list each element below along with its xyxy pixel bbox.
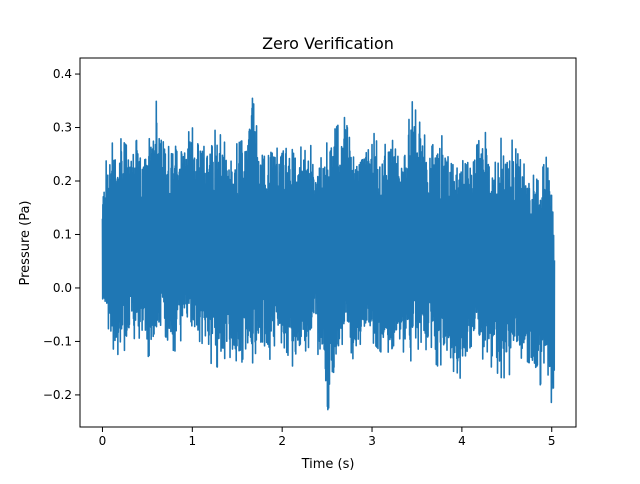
y-axis-label: Pressure (Pa) <box>18 200 33 285</box>
x-axis-label: Time (s) <box>301 457 355 472</box>
y-tick-label: 0.3 <box>53 121 72 135</box>
chart-title: Zero Verification <box>262 34 394 53</box>
series-line <box>101 97 556 411</box>
y-tick-label: −0.2 <box>43 388 72 402</box>
x-tick-label: 4 <box>458 434 466 448</box>
y-tick-label: 0.0 <box>53 281 72 295</box>
x-tick-label: 2 <box>278 434 286 448</box>
axes-frame <box>79 57 577 428</box>
plot-layer <box>101 97 556 411</box>
y-tick-label: 0.1 <box>53 227 72 241</box>
y-tick-label: −0.1 <box>43 334 72 348</box>
x-tick-label: 3 <box>368 434 376 448</box>
y-tick-label: 0.4 <box>53 67 72 81</box>
x-tick-label: 0 <box>99 434 107 448</box>
y-axis-ticks: −0.2 −0.1 0.0 0.1 0.2 0.3 0.4 <box>43 67 80 402</box>
x-tick-label: 5 <box>548 434 556 448</box>
y-tick-label: 0.2 <box>53 174 72 188</box>
x-tick-label: 1 <box>188 434 196 448</box>
x-axis-ticks: 0 1 2 3 4 5 <box>99 427 556 448</box>
